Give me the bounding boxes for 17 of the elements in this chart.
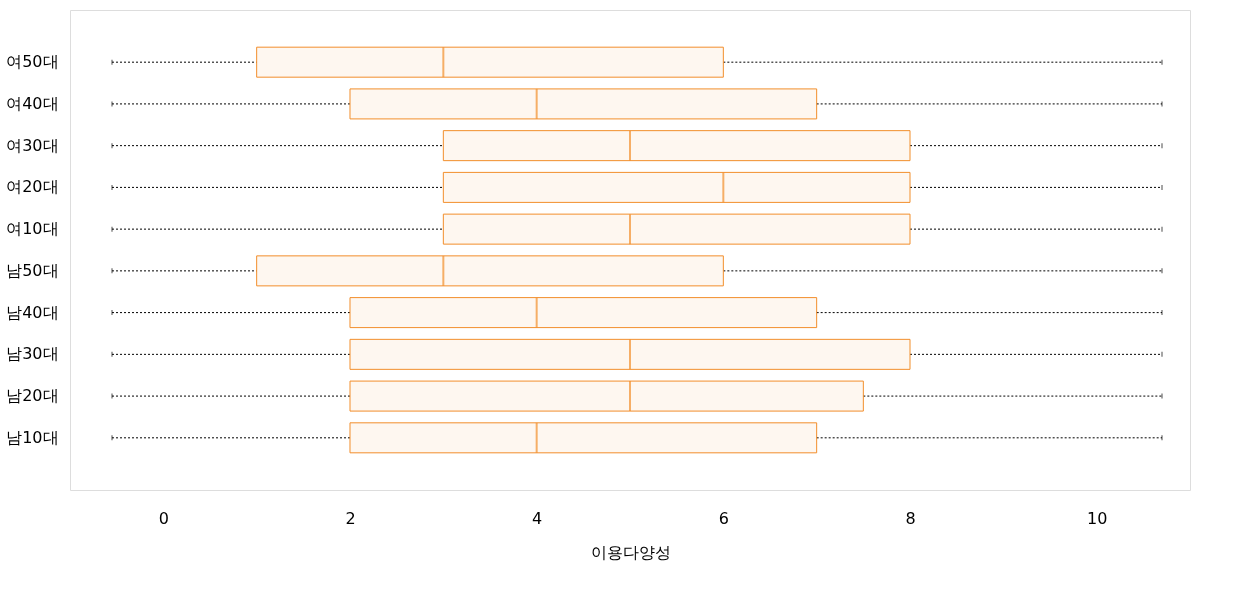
x-tick-label: 6	[718, 508, 729, 528]
y-tick-label: 남10대	[6, 427, 59, 447]
y-tick-label: 남40대	[6, 302, 59, 322]
x-tick-label: 0	[158, 508, 169, 528]
x-axis-title: 이용다양성	[590, 542, 671, 562]
y-tick-label: 남20대	[6, 386, 59, 406]
y-tick-label: 여50대	[6, 52, 59, 72]
x-tick-label: 8	[905, 508, 916, 528]
y-tick-label: 남30대	[6, 344, 59, 364]
x-tick-label: 10	[1086, 508, 1108, 528]
x-tick-label: 4	[532, 508, 543, 528]
y-tick-label: 여20대	[6, 177, 59, 197]
y-tick-label: 여10대	[6, 219, 59, 239]
y-tick-label: 남50대	[6, 260, 59, 280]
x-tick-label: 2	[345, 508, 356, 528]
y-tick-label: 여30대	[6, 135, 59, 155]
y-tick-label: 여40대	[6, 93, 59, 113]
